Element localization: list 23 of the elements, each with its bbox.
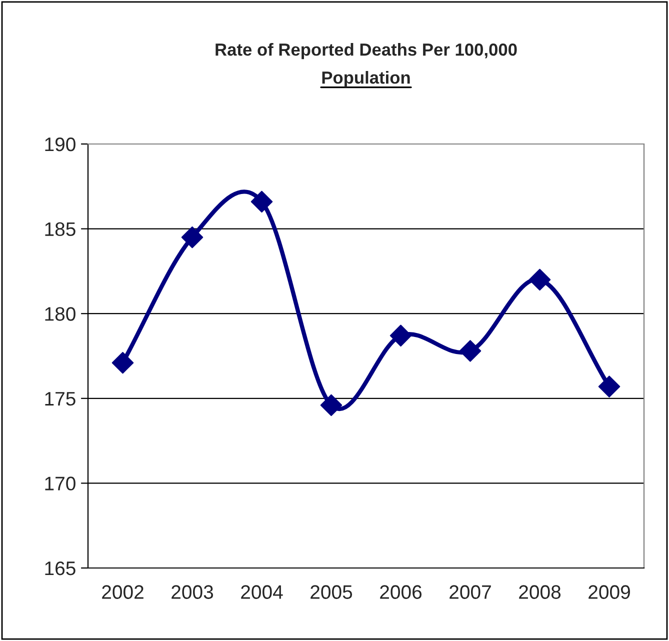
x-tick-label: 2002 [102,585,144,599]
x-tick-label: 2009 [588,585,630,599]
point [112,352,134,374]
point [528,268,551,291]
y-tick-label: 190 [45,137,76,152]
x-tick-label: 2003 [172,585,214,599]
y-tick-label: 165 [45,561,76,576]
x-tick-label: 2006 [380,585,422,599]
y-tick-label: 180 [45,307,76,321]
point [390,324,412,347]
x-tick-label: 2005 [310,585,352,599]
y-tick-label: 185 [45,222,76,236]
chart-title: Rate of Reported Deaths Per 100,000 Population [216,43,517,88]
x-tick-label: 2008 [519,585,561,599]
y-tick-label: 175 [45,392,76,406]
x-tick-label: 2007 [450,585,491,599]
point [181,226,204,248]
y-tick-label: 170 [45,476,76,490]
point [250,190,273,213]
x-tick-label: 2004 [241,585,283,599]
point [459,340,482,362]
point [598,376,620,398]
point [320,394,342,416]
